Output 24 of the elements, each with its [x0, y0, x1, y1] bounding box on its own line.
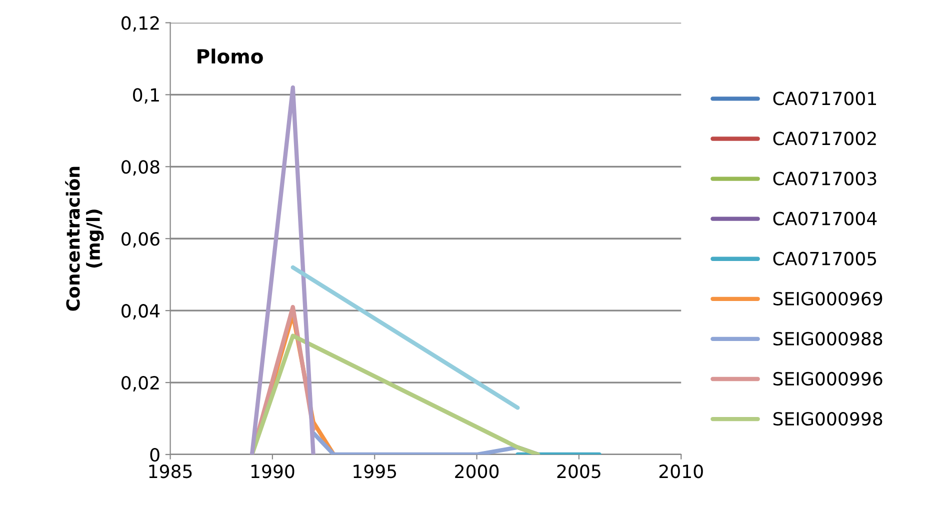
legend-label: CA0717001 [773, 92, 876, 106]
legend-label: CA0717004 [773, 212, 877, 226]
x-tick-label: 1990 [251, 464, 294, 478]
y-tick-label: 0,02 [122, 376, 159, 392]
x-tick-label: 2010 [659, 464, 703, 478]
legend-label: CA0717002 [773, 132, 876, 146]
x-tick-label: 1995 [354, 464, 396, 478]
y-tick-label: 0,1 [133, 88, 159, 104]
x-tick-label: 1985 [149, 464, 192, 478]
legend-label: SEIG000996 [773, 372, 882, 386]
legend-label: SEIG000998 [773, 412, 882, 426]
y-tick-label: 0,06 [122, 232, 160, 248]
y-tick-label: 0,08 [122, 160, 160, 176]
y-tick-label: 0,12 [122, 16, 159, 32]
legend-label: SEIG000969 [773, 292, 882, 306]
x-tick-label: 2005 [557, 464, 600, 478]
legend-label: CA0717005 [773, 252, 876, 266]
legend-label: SEIG000988 [773, 332, 882, 346]
x-tick-label: 2000 [455, 464, 499, 478]
text: Plomo [198, 48, 263, 64]
y-axis-title: Concentración (mg/l) [65, 166, 104, 311]
y-tick-label: 0 [150, 448, 160, 462]
y-tick-label: 0,04 [122, 304, 160, 320]
legend-label: CA0717003 [773, 172, 876, 186]
